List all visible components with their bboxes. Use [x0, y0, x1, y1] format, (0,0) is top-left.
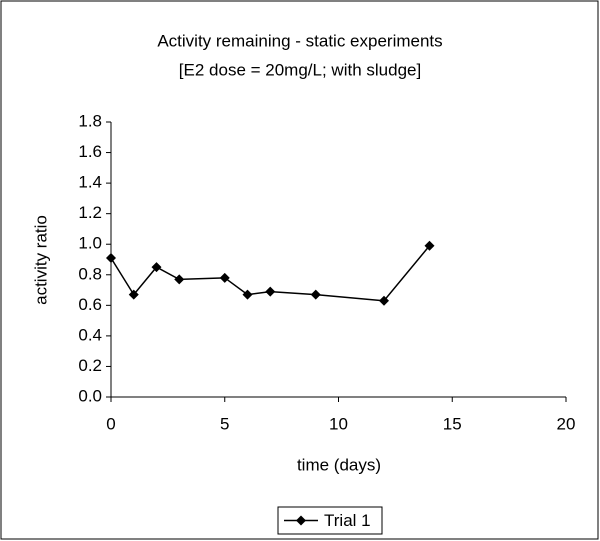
data-point [128, 289, 139, 300]
y-tick-label: 1.8 [78, 111, 102, 130]
y-axis-label: activity ratio [31, 215, 50, 305]
data-point [310, 289, 321, 300]
data-point [242, 289, 253, 300]
y-tick-label: 0.4 [78, 325, 102, 344]
x-axis-label: time (days) [297, 455, 381, 474]
legend-marker [296, 515, 306, 526]
x-tick-label: 10 [329, 414, 348, 433]
y-tick-label: 0.6 [78, 295, 102, 314]
data-point [379, 295, 389, 306]
y-tick-label: 1.2 [78, 203, 102, 222]
data-point [265, 286, 276, 297]
x-tick-label: 20 [557, 414, 576, 433]
y-tick-label: 1.0 [78, 234, 102, 253]
legend-label: Trial 1 [324, 511, 371, 530]
data-point [174, 274, 185, 285]
x-tick-label: 15 [443, 414, 462, 433]
x-tick-label: 5 [220, 414, 229, 433]
y-tick-label: 0.8 [78, 264, 102, 283]
series-line [110, 245, 431, 302]
data-point [106, 252, 116, 263]
chart-title: Activity remaining - static experiments [157, 31, 442, 50]
chart-subtitle: [E2 dose = 20mg/L; with sludge] [179, 60, 421, 79]
y-tick-label: 0.2 [78, 356, 102, 375]
x-tick-label: 0 [106, 414, 115, 433]
data-point [151, 262, 162, 273]
y-tick-label: 0.0 [78, 386, 102, 405]
data-point [424, 240, 435, 251]
y-tick-label: 1.4 [78, 173, 102, 192]
data-point [219, 272, 230, 283]
y-tick-label: 1.6 [78, 142, 102, 161]
